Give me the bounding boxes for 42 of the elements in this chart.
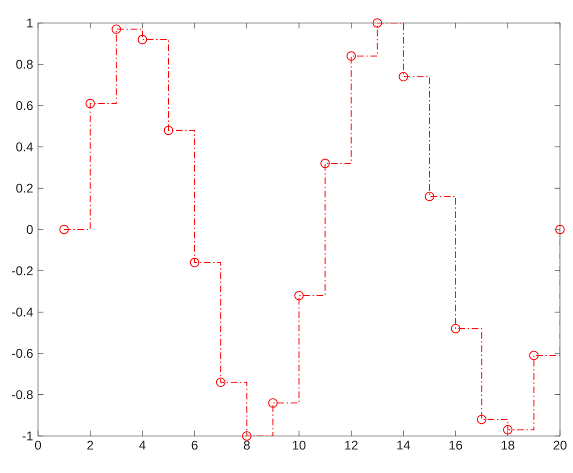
x-tick-label: 16 — [450, 440, 462, 450]
y-tick-label: -0.8 — [12, 390, 33, 400]
point — [424, 192, 434, 202]
x-tick-label: 12 — [345, 440, 358, 450]
point — [398, 72, 408, 82]
point — [59, 224, 69, 234]
x-tick-label: 6 — [192, 440, 198, 450]
point — [346, 51, 356, 61]
point — [294, 290, 304, 300]
y-tick-label: 0.6 — [16, 101, 33, 110]
y-tick-label: -0.6 — [12, 348, 33, 358]
point — [450, 324, 460, 334]
y-tick-label: 1 — [27, 18, 33, 28]
y-tick-label: -1 — [22, 432, 33, 440]
point — [138, 34, 148, 44]
point — [529, 350, 539, 360]
point — [216, 378, 226, 388]
y-tick-label: 0 — [26, 225, 33, 234]
y-tick-label: -0.4 — [12, 308, 33, 317]
point — [555, 224, 565, 234]
point — [85, 98, 95, 108]
point — [503, 425, 513, 435]
x-tick-label: 18 — [502, 440, 514, 450]
x-tick-label: 8 — [244, 440, 250, 450]
point — [164, 126, 174, 136]
point — [372, 18, 382, 28]
x-tick-label: 4 — [139, 440, 146, 450]
point — [190, 258, 200, 268]
y-tick-label: -0.2 — [12, 266, 33, 276]
y-tick-label: 0.8 — [16, 60, 33, 69]
x-tick-label: 20 — [554, 440, 567, 450]
x-tick-label: 14 — [397, 440, 410, 450]
point — [112, 24, 122, 34]
y-tick-label: 0.4 — [16, 142, 33, 152]
x-tick-label: 2 — [87, 440, 94, 450]
y-tick-label: 0.2 — [16, 184, 33, 193]
point — [476, 414, 486, 424]
point — [320, 158, 330, 168]
x-tick-label: 10 — [292, 440, 306, 450]
point — [268, 398, 278, 408]
x-tick-label: 0 — [34, 440, 42, 450]
point — [242, 431, 252, 441]
